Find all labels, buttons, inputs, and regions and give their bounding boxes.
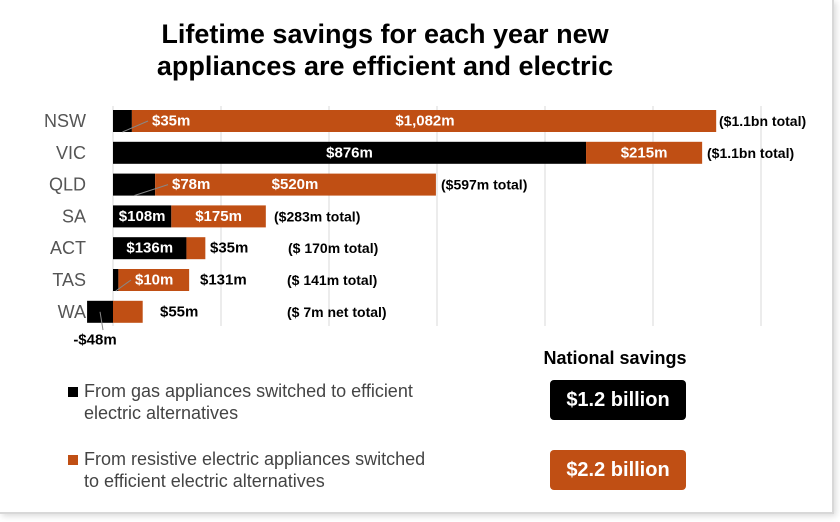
data-label-resistive: $1,082m xyxy=(395,113,454,130)
legend-swatch-resistive xyxy=(68,455,78,465)
data-label-gas: $35m xyxy=(152,113,190,130)
legend-item-gas: From gas appliances switched to efficien… xyxy=(68,380,413,424)
data-label-resistive: $175m xyxy=(195,208,242,225)
total-label: ($1.1bn total) xyxy=(719,113,806,129)
data-label-resistive: $131m xyxy=(200,272,247,289)
legend-text: to efficient electric alternatives xyxy=(84,471,325,491)
data-label-resistive: $55m xyxy=(160,303,198,320)
legend-text: electric alternatives xyxy=(84,403,239,423)
bar-gas-act xyxy=(113,237,187,260)
bar-gas-nsw xyxy=(113,110,132,132)
leader-line xyxy=(115,279,132,292)
national-resistive-badge: $2.2 billion xyxy=(550,450,686,490)
total-label: ($ 141m total) xyxy=(287,272,377,288)
data-label-gas: $78m xyxy=(172,176,210,193)
total-label: ($597m total) xyxy=(441,177,527,193)
bar-resistive-sa xyxy=(171,205,266,228)
bar-resistive-qld xyxy=(155,173,436,196)
chart-title: Lifetime savings for each year new appli… xyxy=(60,18,710,82)
legend-item-resistive: From resistive electric appliances switc… xyxy=(68,448,425,492)
bar-gas-tas xyxy=(113,269,119,291)
title-line-2: appliances are efficient and electric xyxy=(156,51,614,81)
total-label: ($ 170m total) xyxy=(288,240,378,256)
bar-resistive-tas xyxy=(118,269,190,291)
bar-gas-sa xyxy=(113,205,172,228)
data-label-resistive: $35m xyxy=(210,240,248,257)
bar-resistive-vic xyxy=(586,141,703,164)
data-label-gas: $136m xyxy=(126,240,173,257)
data-label-resistive: $215m xyxy=(621,144,668,161)
bar-resistive-act xyxy=(186,237,206,260)
category-label-tas: TAS xyxy=(52,270,86,290)
total-label: ($283m total) xyxy=(274,208,360,224)
category-label-sa: SA xyxy=(62,206,86,226)
data-label-gas: $876m xyxy=(326,144,373,161)
leader-line xyxy=(122,120,149,133)
category-label-wa: WA xyxy=(58,302,86,322)
title-line-1: Lifetime savings for each year new xyxy=(161,19,609,49)
legend-swatch-gas xyxy=(68,387,78,397)
data-label-resistive: $520m xyxy=(272,176,319,193)
category-label-qld: QLD xyxy=(49,175,86,195)
leader-line xyxy=(133,184,169,197)
total-label: ($1.1bn total) xyxy=(707,145,794,161)
total-label: ($ 7m net total) xyxy=(287,304,387,320)
bar-resistive-wa xyxy=(113,300,143,323)
category-label-act: ACT xyxy=(50,238,86,258)
national-gas-badge: $1.2 billion xyxy=(550,380,686,420)
bar-gas-vic xyxy=(113,141,587,164)
leader-line xyxy=(99,311,104,331)
bar-resistive-nsw xyxy=(131,110,717,132)
legend-text: From resistive electric appliances switc… xyxy=(84,449,426,469)
category-label-vic: VIC xyxy=(56,143,86,163)
data-label-gas: $108m xyxy=(119,208,166,225)
category-label-nsw: NSW xyxy=(44,111,86,131)
data-label-gas: -$48m xyxy=(73,332,116,349)
national-savings-title: National savings xyxy=(543,348,687,368)
data-label-gas: $10m xyxy=(135,272,173,289)
bar-gas-qld xyxy=(113,173,156,196)
legend-text: From gas appliances switched to efficien… xyxy=(84,381,413,401)
